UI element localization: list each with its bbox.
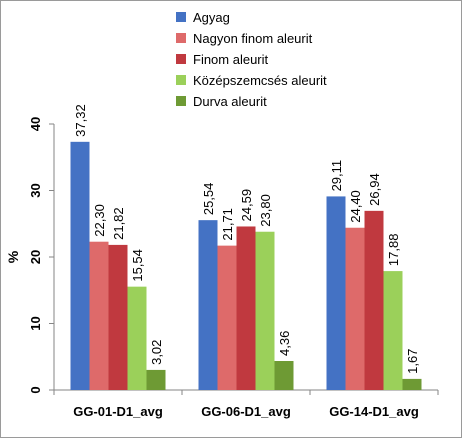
y-tick-label: 0 — [28, 386, 43, 393]
data-label: 37,32 — [73, 104, 88, 137]
legend: Agyag Nagyon finom aleurit Finom aleurit Kö… — [176, 10, 327, 109]
y-axis-title: % — [5, 250, 21, 263]
category-label: GG-01-D1_avg — [73, 404, 163, 419]
bar — [236, 226, 256, 390]
y-tick-label: 20 — [28, 250, 43, 264]
data-label: 4,36 — [277, 331, 292, 356]
y-tick-label: 40 — [28, 117, 43, 131]
data-label: 24,59 — [239, 189, 254, 222]
bar — [217, 245, 237, 390]
y-tick-label: 30 — [28, 183, 43, 197]
bar — [274, 361, 294, 390]
category-label: GG-06-D1_avg — [201, 404, 291, 419]
data-label: 17,88 — [386, 234, 401, 267]
category-labels: GG-01-D1_avg GG-06-D1_avg GG-14-D1_avg — [73, 404, 419, 419]
data-labels: 37,32 22,30 21,82 15,54 3,02 25,54 21,71 24,59 2… — [73, 104, 420, 374]
data-label: 29,11 — [329, 160, 344, 192]
data-label: 25,54 — [201, 183, 216, 216]
bar — [70, 141, 90, 390]
bar — [364, 210, 384, 390]
data-label: 15,54 — [130, 249, 145, 282]
bars — [70, 141, 422, 390]
data-label: 22,30 — [92, 204, 107, 237]
legend-label: Finom aleurit — [193, 52, 269, 67]
data-label: 21,82 — [111, 207, 126, 240]
legend-swatch — [176, 54, 186, 64]
bar — [383, 271, 403, 390]
legend-swatch — [176, 96, 186, 106]
bar — [146, 369, 166, 390]
bar — [108, 244, 128, 390]
bar — [127, 286, 147, 390]
data-label: 1,67 — [405, 349, 420, 374]
y-axis-ticks: 0 10 20 30 40 — [28, 117, 439, 395]
bar — [198, 220, 218, 390]
data-label: 24,40 — [348, 190, 363, 223]
y-tick-label: 10 — [28, 316, 43, 330]
bar — [345, 227, 365, 390]
legend-label: Durva aleurit — [193, 94, 267, 109]
bar — [402, 378, 422, 390]
legend-swatch — [176, 75, 186, 85]
bar — [255, 231, 275, 390]
legend-label: Nagyon finom aleurit — [193, 31, 313, 46]
legend-swatch — [176, 12, 186, 22]
data-label: 26,94 — [367, 173, 382, 206]
bar — [326, 196, 346, 390]
bar — [89, 241, 109, 390]
data-label: 23,80 — [258, 194, 273, 227]
data-label: 21,71 — [220, 208, 235, 241]
data-label: 3,02 — [149, 340, 164, 365]
legend-swatch — [176, 33, 186, 43]
legend-label: Agyag — [193, 10, 230, 25]
legend-label: Középszemcsés aleurit — [193, 73, 327, 88]
category-label: GG-14-D1_avg — [329, 404, 419, 419]
